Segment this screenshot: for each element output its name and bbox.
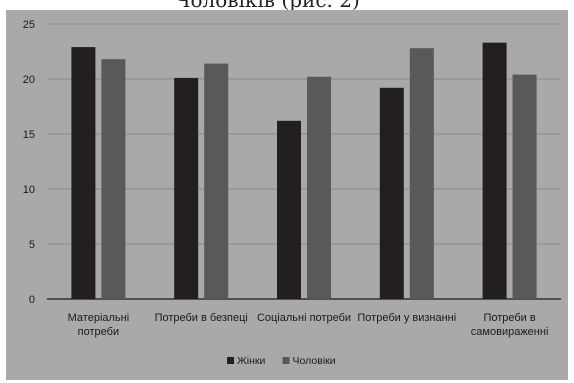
y-tick-label: 10: [23, 184, 35, 196]
legend-label: Жінки: [237, 355, 265, 367]
bar-zhinky-1: [174, 77, 199, 300]
y-tick-label: 25: [23, 19, 35, 31]
legend-swatch: [227, 357, 235, 364]
x-category-label: Потреби в самовираженні: [471, 312, 549, 338]
bar-zhinky-4: [482, 42, 507, 299]
gridlines: [47, 23, 561, 300]
x-category-label: Потреби в безпеці: [155, 312, 248, 324]
x-category-label-line: потреби: [78, 326, 119, 338]
y-tick-label: 5: [29, 239, 35, 251]
bar-cholovity-0: [101, 59, 126, 300]
caption-text: Чоловіків (рис. 2): [175, 0, 360, 10]
bar-zhinky-0: [71, 47, 96, 299]
x-category-label: Матеріальні потреби: [68, 312, 130, 338]
y-tick-label: 20: [23, 74, 35, 86]
bar-zhinky-3: [379, 87, 404, 299]
bar-cholovity-4: [512, 74, 537, 299]
legend-swatch: [282, 357, 290, 364]
bar-cholovity-1: [204, 63, 229, 299]
bar-zhinky-2: [277, 120, 301, 299]
x-axis-categories: Матеріальні потреби Потреби в безпеці Соціа…: [68, 312, 549, 338]
x-category-label: Соціальні потреби: [257, 312, 351, 324]
bar-cholovity-3: [409, 48, 434, 300]
legend-label: Чоловіки: [293, 355, 336, 367]
y-tick-label: 15: [23, 129, 35, 141]
legend: Жінки Чоловіки: [227, 355, 336, 367]
x-category-label-line: Соціальні потреби: [257, 312, 351, 324]
bar-cholovity-2: [307, 76, 331, 299]
x-category-label: Потреби у визнанні: [357, 312, 456, 324]
y-axis-ticks: 0 5 10 15 20 25: [23, 19, 35, 306]
bar-chart: 0 5 10 15 20 25 Матеріальні потреби Потреби в б…: [23, 19, 561, 367]
caption-fragment: Чоловіків (рис. 2): [0, 0, 574, 10]
x-category-label-line: Потреби у визнанні: [357, 312, 456, 324]
x-category-label-line: Потреби в: [483, 312, 535, 324]
x-category-label-line: Матеріальні: [68, 312, 130, 324]
bars: [71, 42, 537, 300]
x-category-label-line: самовираженні: [471, 326, 549, 338]
y-tick-label: 0: [29, 294, 35, 306]
chart-panel: 0 5 10 15 20 25 Матеріальні потреби Потреби в б…: [6, 10, 568, 380]
x-category-label-line: Потреби в безпеці: [155, 312, 248, 324]
